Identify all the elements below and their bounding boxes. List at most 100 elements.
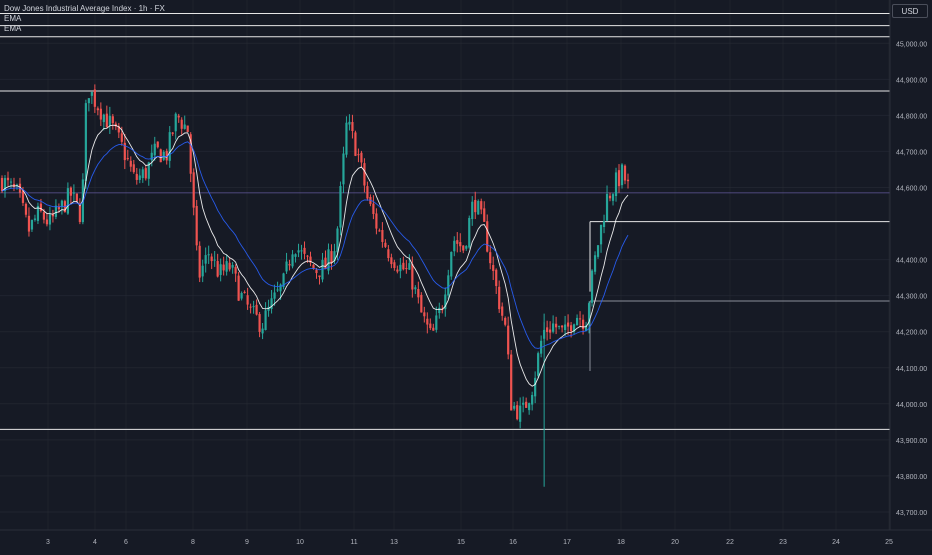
candle-body [255, 304, 258, 315]
candle-body [531, 394, 534, 405]
candle-body [24, 203, 28, 215]
candle-body [285, 261, 288, 272]
candle-body [363, 163, 366, 186]
candle-body [321, 259, 324, 280]
candle-body [291, 254, 294, 267]
y-tick-label: 45,000.00 [896, 41, 927, 48]
candle-body [225, 261, 228, 272]
candle-body [626, 179, 630, 182]
candle-body [165, 150, 168, 161]
candle-body [393, 262, 396, 268]
candle-body [360, 152, 363, 163]
y-tick-label: 43,700.00 [896, 510, 927, 517]
candle-body [558, 325, 561, 327]
y-tick-label: 44,600.00 [896, 185, 927, 192]
candle-body [87, 98, 90, 104]
candle-body [168, 132, 171, 161]
legend-ema-2[interactable]: EMA [4, 24, 22, 33]
currency-button[interactable]: USD [892, 4, 928, 18]
legend-ema-1[interactable]: EMA [4, 14, 22, 23]
candle-body [450, 252, 453, 277]
candle-body [186, 125, 189, 133]
candle-body [414, 287, 417, 290]
candle-body [546, 327, 549, 333]
candle-body [0, 177, 4, 192]
candle-body [108, 115, 111, 126]
candle-body [129, 160, 132, 167]
candle-body [57, 206, 61, 210]
candle-body [21, 190, 25, 203]
candle-body [156, 141, 159, 148]
x-tick-label: 10 [296, 539, 304, 546]
candle-body [90, 92, 93, 96]
candle-body [336, 228, 339, 253]
candle-body [78, 203, 81, 223]
candle-body [477, 200, 480, 215]
candle-body [318, 275, 321, 277]
candle-body [552, 323, 555, 332]
candle-body [519, 405, 522, 422]
x-tick-label: 9 [245, 539, 249, 546]
candle-body [231, 265, 234, 268]
candle-body [150, 152, 153, 161]
ema-layer [1, 124, 629, 387]
candle-body [593, 255, 597, 272]
candle-body [99, 108, 102, 120]
candle-body [330, 251, 333, 263]
candle-body [180, 119, 183, 129]
candle-body [147, 162, 150, 179]
candle-body [438, 307, 441, 314]
candle-body [348, 121, 351, 125]
candle-body [575, 317, 579, 326]
candle-body [249, 306, 252, 308]
candle-body [549, 329, 552, 333]
candle-body [501, 306, 504, 316]
candle-body [84, 103, 87, 181]
candle-body [471, 201, 474, 220]
candle-body [54, 205, 58, 217]
candle-body [447, 275, 450, 296]
candle-body [411, 264, 414, 290]
price-axis-panel [890, 0, 932, 550]
candle-body [456, 240, 459, 244]
candle-body [504, 317, 507, 325]
candle-body [537, 353, 540, 376]
candle-body [66, 188, 69, 214]
candle-body [507, 325, 510, 355]
candle-body [366, 186, 369, 199]
candle-body [513, 405, 516, 409]
candle-body [162, 151, 165, 160]
candle-body [417, 289, 420, 298]
candle-body [198, 245, 201, 278]
candle-body [9, 181, 13, 183]
candle-body [192, 172, 195, 208]
candle-body [273, 292, 276, 299]
x-tick-label: 17 [563, 539, 571, 546]
candle-body [36, 205, 40, 221]
candle-body [288, 264, 291, 266]
candle-body [596, 245, 600, 257]
candle-body [408, 263, 411, 270]
candle-body [534, 377, 537, 397]
candles-layer [0, 84, 630, 487]
candle-body [617, 170, 621, 187]
candle-body [228, 262, 231, 270]
x-tick-label: 18 [617, 539, 625, 546]
candle-body [117, 126, 120, 133]
candle-body [30, 219, 34, 230]
candle-body [525, 401, 528, 408]
candle-body [237, 275, 240, 301]
candle-body [426, 318, 429, 325]
candle-body [351, 121, 354, 131]
ema-fast-line [1, 124, 629, 387]
y-tick-label: 44,400.00 [896, 258, 927, 265]
candle-body [381, 229, 384, 242]
chart-legend: Dow Jones Industrial Average Index · 1h … [4, 4, 165, 34]
candle-body [357, 154, 360, 156]
candle-body [528, 403, 531, 411]
candle-body [309, 256, 312, 263]
candle-body [432, 327, 435, 331]
